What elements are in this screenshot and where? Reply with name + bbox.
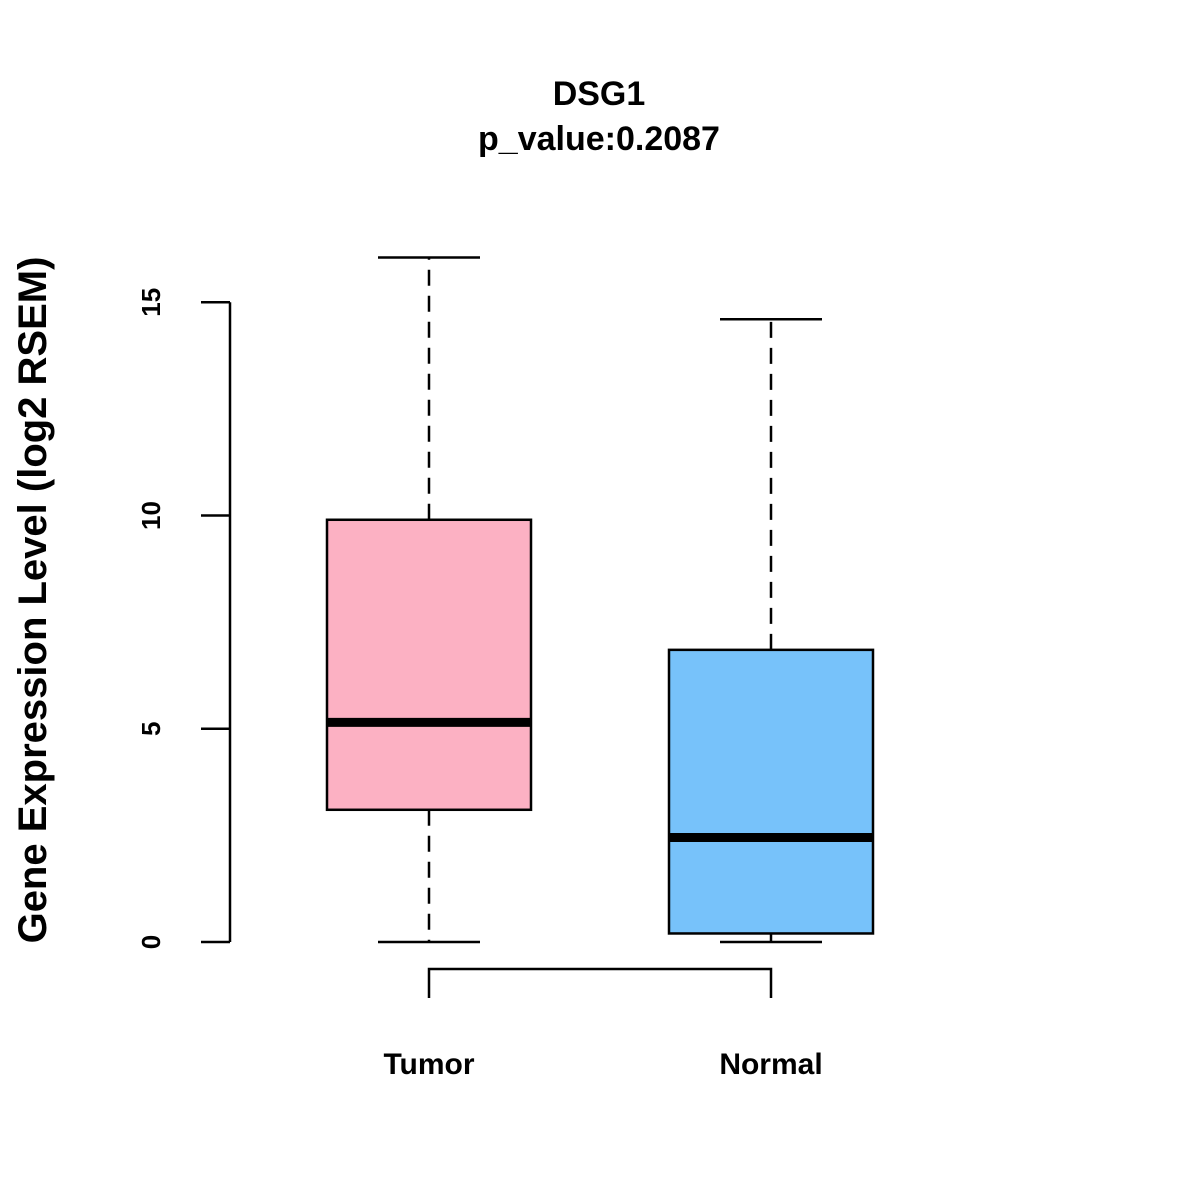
y-tick-label: 15 (136, 288, 166, 317)
x-category-labels: Tumor Normal (383, 1048, 822, 1081)
y-tick-label: 5 (136, 722, 166, 736)
iqr-box (325, 518, 533, 812)
box-normal (667, 318, 875, 944)
chart-subtitle: p_value:0.2087 (478, 120, 720, 158)
bracket-line (427, 967, 773, 998)
boxes (325, 256, 875, 944)
x-label-normal: Normal (719, 1048, 822, 1081)
y-tick-label: 0 (136, 935, 166, 949)
y-axis: 0 5 10 15 (136, 288, 232, 949)
y-tick-label: 10 (136, 501, 166, 530)
chart-title: DSG1 (553, 75, 646, 113)
comparison-bracket (427, 967, 773, 998)
box-tumor (325, 256, 533, 944)
y-ticks: 0 5 10 15 (136, 288, 230, 949)
y-axis-label: Gene Expression Level (log2 RSEM) (11, 257, 55, 944)
iqr-box (667, 648, 875, 935)
x-label-tumor: Tumor (383, 1048, 474, 1081)
